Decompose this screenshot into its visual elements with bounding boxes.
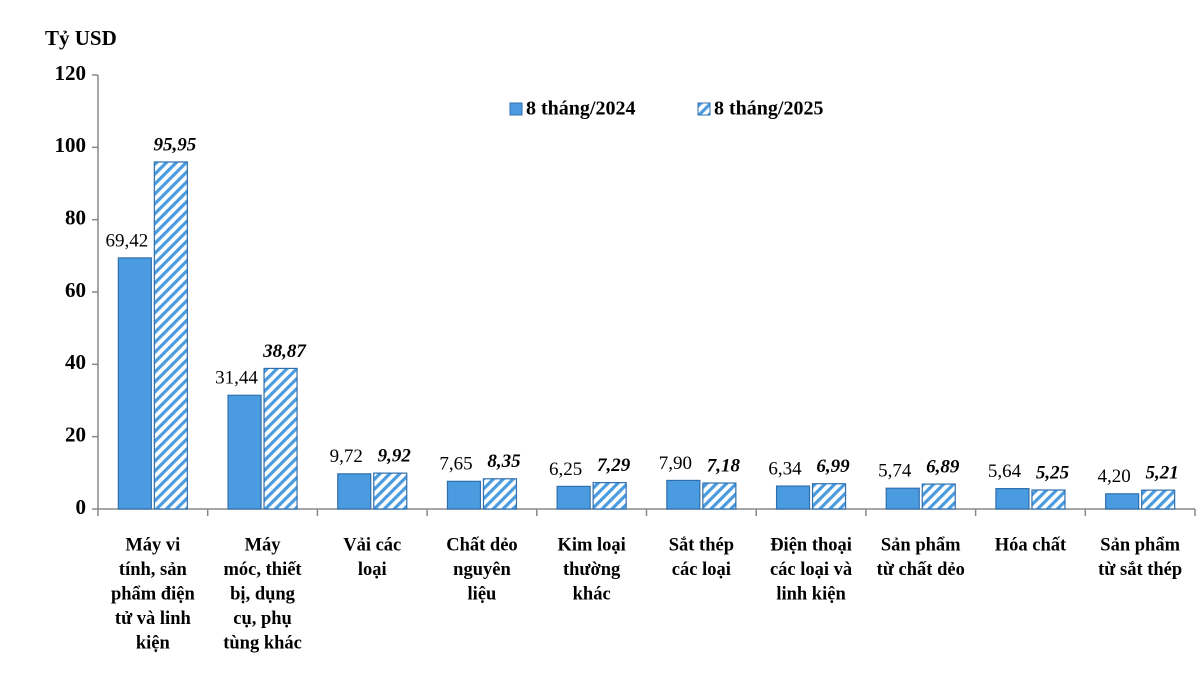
legend-label: 8 tháng/2024 — [526, 98, 635, 120]
bar — [446, 480, 482, 510]
bar — [921, 483, 956, 510]
x-tick-label: móc, thiết — [224, 560, 303, 580]
y-tick-label: 120 — [55, 61, 87, 85]
y-tick-label: 60 — [65, 278, 86, 302]
value-label: 4,20 — [1098, 466, 1131, 487]
x-tick-label: phẩm điện — [111, 584, 196, 604]
value-label: 7,18 — [707, 455, 741, 476]
bar — [666, 479, 701, 510]
x-tick-label: khác — [573, 584, 611, 604]
value-label: 31,44 — [215, 368, 258, 389]
value-label: 9,72 — [330, 446, 363, 467]
bar — [592, 482, 627, 510]
x-tick-label: cụ, phụ — [233, 609, 292, 629]
x-tick-label: Chất dẻo — [446, 535, 517, 555]
bar — [482, 478, 518, 510]
x-tick-label: Sản phẩm — [1100, 535, 1180, 555]
x-tick-label: các loại — [672, 560, 731, 580]
x-tick-label: Sản phẩm — [881, 535, 961, 555]
bar — [263, 367, 298, 510]
bar — [373, 472, 408, 510]
bar — [811, 483, 847, 510]
value-label: 9,92 — [378, 445, 412, 466]
x-tick-label: Điện thoại — [770, 535, 852, 555]
x-tick-label: Hóa chất — [995, 535, 1067, 555]
bar — [1141, 489, 1176, 510]
bar — [702, 482, 737, 510]
value-label: 5,25 — [1036, 462, 1070, 483]
bar — [556, 485, 591, 510]
value-label: 5,21 — [1146, 463, 1179, 484]
bar — [1031, 489, 1066, 510]
legend-swatch — [509, 102, 523, 116]
legend-label: 8 tháng/2025 — [714, 98, 823, 120]
x-tick-label: nguyên — [453, 560, 511, 580]
value-label: 7,29 — [597, 455, 631, 476]
value-label: 38,87 — [262, 341, 307, 362]
value-label: 5,64 — [988, 461, 1022, 482]
y-tick-label: 80 — [65, 205, 86, 229]
y-tick-label: 40 — [65, 350, 86, 374]
x-tick-label: linh kiện — [776, 584, 846, 604]
value-label: 95,95 — [153, 134, 196, 155]
value-label: 6,34 — [768, 458, 802, 479]
bar — [885, 487, 920, 510]
value-label: 7,65 — [439, 454, 472, 475]
bar — [227, 394, 262, 510]
x-tick-label: Máy vi — [125, 535, 180, 555]
x-tick-label: tử và linh — [115, 609, 192, 629]
x-tick-label: liệu — [468, 584, 497, 604]
x-tick-label: tùng khác — [223, 633, 302, 653]
value-label: 6,99 — [816, 456, 850, 477]
value-label: 5,74 — [878, 461, 912, 482]
x-tick-label: Vải các — [343, 535, 401, 555]
y-tick-label: 100 — [55, 133, 87, 157]
bar — [1105, 493, 1140, 510]
x-tick-label: Sắt thép — [669, 535, 734, 555]
y-axis-label: Tỷ USD — [45, 26, 117, 50]
x-tick-label: kiện — [136, 633, 171, 653]
x-tick-label: từ chất dẻo — [877, 560, 965, 580]
value-label: 6,89 — [926, 456, 960, 477]
x-tick-label: tính, sản — [119, 560, 188, 580]
x-tick-label: thường — [563, 560, 621, 580]
x-tick-label: loại — [358, 560, 387, 580]
bar — [775, 485, 811, 510]
bar — [117, 257, 152, 510]
bar — [153, 161, 188, 510]
y-tick-label: 0 — [76, 495, 87, 519]
value-label: 6,25 — [549, 459, 582, 480]
y-tick-label: 20 — [65, 422, 86, 446]
legend-swatch — [697, 102, 711, 116]
x-tick-label: các loại và — [770, 560, 852, 580]
value-label: 8,35 — [487, 451, 521, 472]
x-tick-label: bị, dụng — [230, 584, 296, 604]
value-label: 7,90 — [659, 453, 692, 474]
x-tick-label: từ sắt thép — [1098, 560, 1182, 580]
x-tick-label: Máy — [245, 535, 282, 555]
bar — [995, 488, 1030, 510]
bar — [337, 473, 372, 510]
x-tick-label: Kim loại — [557, 535, 625, 555]
value-label: 69,42 — [105, 230, 148, 251]
